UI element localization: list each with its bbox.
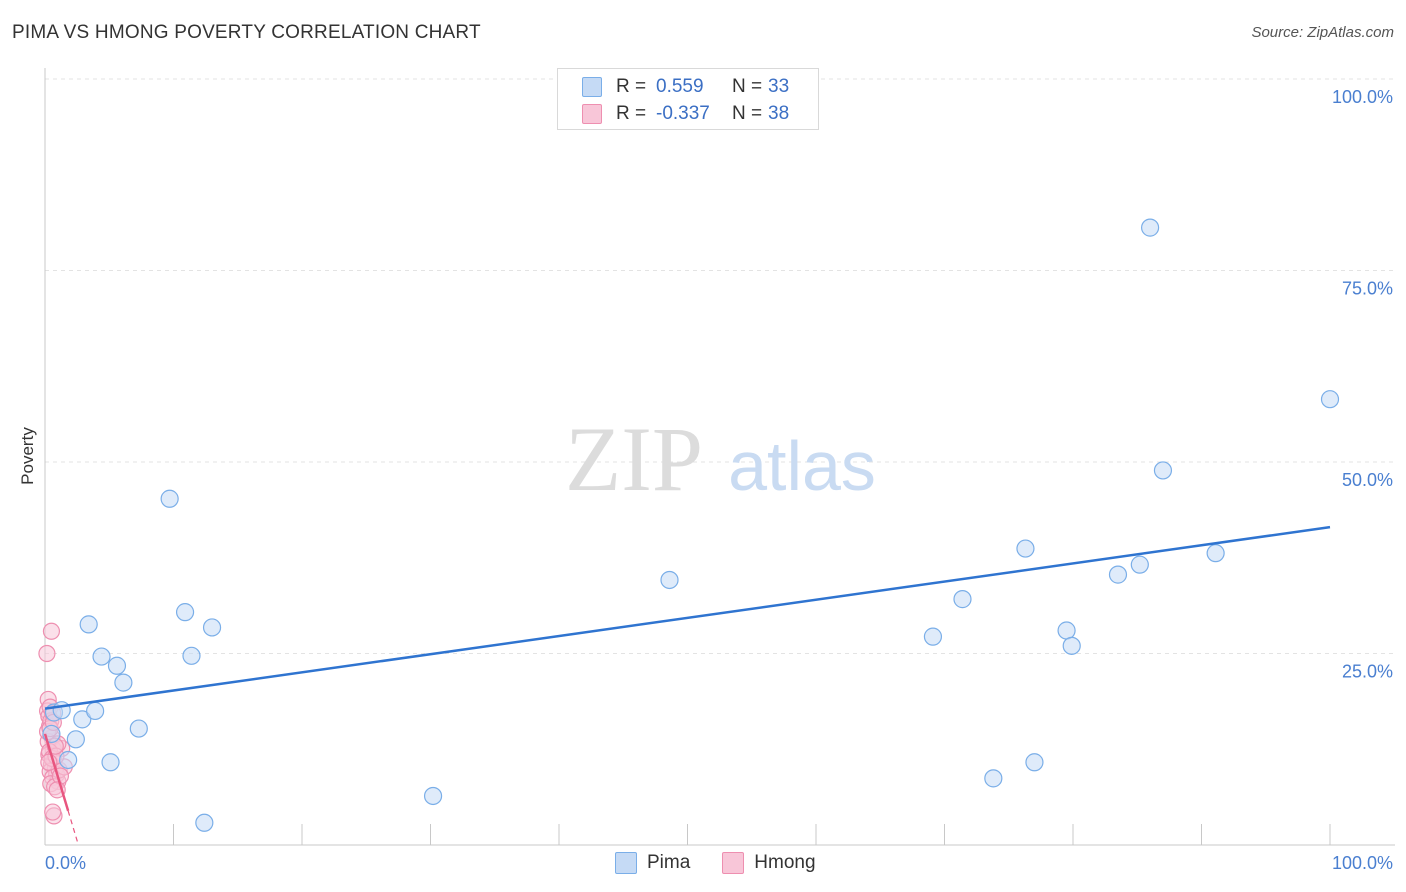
x-tick-label: 0.0% <box>45 853 86 873</box>
trend-line-hmong <box>43 733 70 812</box>
legend-swatch-hmong <box>722 852 745 874</box>
data-point-pima <box>107 656 127 675</box>
legend-row-pima: R = 0.559 N = 33 <box>582 74 789 100</box>
data-point-pima <box>1062 636 1081 655</box>
data-point-pima <box>953 590 972 609</box>
data-point-pima <box>923 627 943 646</box>
data-point-pima <box>1153 461 1173 480</box>
series-pima <box>42 218 1340 832</box>
data-point-pima <box>202 618 222 637</box>
legend-r-value: 0.559 <box>656 76 704 97</box>
data-point-pima <box>1140 218 1160 237</box>
legend-swatch-pima <box>615 852 637 874</box>
data-point-pima <box>101 753 120 772</box>
trend-line-pima <box>44 525 1331 710</box>
tick-labels: 25.0% 50.0% 75.0% 100.0% 0.0% 100.0% <box>45 87 1393 873</box>
series-legend: Pima Hmong <box>615 852 848 874</box>
gridlines <box>45 78 1395 654</box>
y-tick-label: 100.0% <box>1332 87 1393 107</box>
data-point-hmong <box>44 803 62 821</box>
data-point-pima <box>1108 565 1128 584</box>
data-point-pima <box>129 719 148 738</box>
trend-line-hmong-extension <box>67 810 79 846</box>
data-point-pima <box>1320 390 1340 409</box>
data-point-pima <box>1130 555 1149 574</box>
data-point-pima <box>92 647 111 666</box>
legend-label-hmong: Hmong <box>754 852 816 873</box>
trend-lines <box>43 525 1331 846</box>
data-point-pima <box>73 710 92 729</box>
source-label: Source: ZipAtlas.com <box>1251 24 1394 41</box>
legend-swatch-hmong <box>582 104 602 124</box>
legend-n-value: 33 <box>768 76 790 97</box>
y-tick-label: 50.0% <box>1342 470 1393 490</box>
axes <box>44 68 1395 846</box>
data-point-pima <box>660 570 679 590</box>
data-point-hmong <box>38 644 56 663</box>
legend-item-pima[interactable]: Pima <box>615 852 690 874</box>
data-point-pima <box>1025 753 1044 772</box>
y-tick-label: 25.0% <box>1342 662 1393 682</box>
chart-title: PIMA VS HMONG POVERTY CORRELATION CHART <box>12 22 481 43</box>
legend-n-label: N = <box>732 103 763 124</box>
data-point-pima <box>86 701 105 721</box>
data-point-pima <box>1206 544 1225 563</box>
legend-n-value: 38 <box>768 103 790 124</box>
data-point-pima <box>114 673 133 692</box>
watermark-zip: ZIP <box>565 408 703 510</box>
x-tick-label: 100.0% <box>1332 853 1393 873</box>
correlation-legend: R = 0.559 N = 33 R = -0.337 N = 38 <box>557 68 819 130</box>
data-point-pima <box>423 786 443 806</box>
data-point-pima <box>59 750 78 770</box>
y-tick-label: 75.0% <box>1342 279 1393 299</box>
legend-swatch-pima <box>582 77 602 97</box>
data-point-pima <box>79 615 98 634</box>
legend-n-label: N = <box>732 76 763 97</box>
legend-item-hmong[interactable]: Hmong <box>722 852 816 874</box>
data-point-pima <box>195 813 214 832</box>
data-point-pima <box>1016 539 1035 558</box>
data-point-pima <box>160 489 179 508</box>
legend-r-label: R = <box>616 76 647 97</box>
data-point-pima <box>182 646 201 665</box>
legend-label-pima: Pima <box>647 852 691 873</box>
watermark: ZIP atlas <box>565 408 876 510</box>
data-point-pima <box>175 603 195 622</box>
data-point-pima <box>1057 621 1076 640</box>
legend-r-label: R = <box>616 103 647 124</box>
data-point-pima <box>984 769 1003 788</box>
data-point-pima <box>66 730 85 749</box>
y-axis-label: Poverty <box>18 427 37 485</box>
watermark-atlas: atlas <box>728 427 876 505</box>
data-point-hmong <box>42 622 61 640</box>
legend-row-hmong: R = -0.337 N = 38 <box>582 101 789 127</box>
legend-r-value: -0.337 <box>656 103 710 124</box>
